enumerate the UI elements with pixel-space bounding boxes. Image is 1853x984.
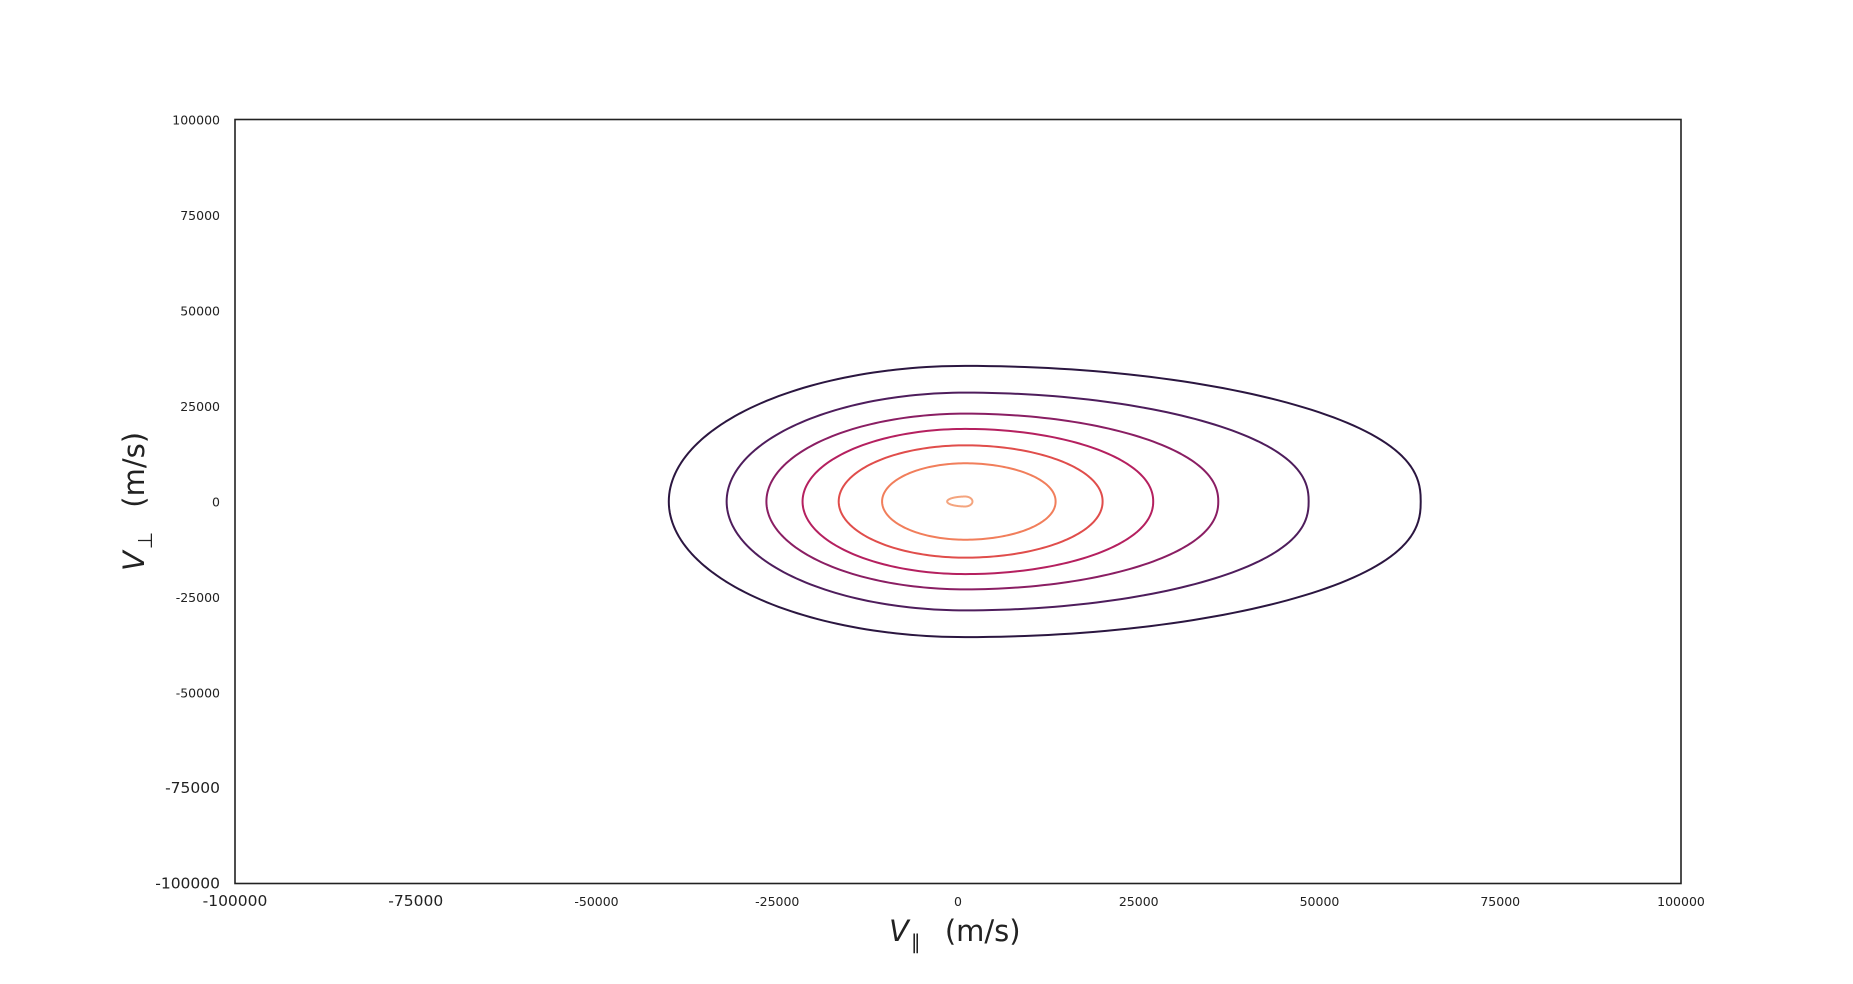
y-tick-label: 50000: [180, 304, 220, 319]
x-tick-label: -50000: [574, 894, 618, 909]
y-axis-label: V⊥(m/s): [117, 432, 157, 571]
plot-frame: [234, 118, 1682, 885]
x-tick-label: -25000: [755, 894, 799, 909]
y-tick-label: 100000: [172, 113, 220, 128]
x-tick-label: 100000: [1657, 894, 1705, 909]
x-tick-label: -100000: [203, 892, 268, 910]
y-tick-label: -75000: [165, 779, 220, 797]
x-tick-label: -75000: [388, 892, 443, 910]
y-tick-labels: 100000 75000 50000 25000 0 -25000 -50000 -75000…: [155, 113, 220, 893]
y-tick-label: 0: [212, 495, 220, 510]
y-tick-label: -50000: [176, 686, 220, 701]
x-tick-labels: -100000 -75000 -50000 -25000 0 25000 50000 7500…: [203, 892, 1705, 910]
contour-level-1: [667, 364, 1422, 639]
x-tick-label: 50000: [1300, 894, 1340, 909]
contour-level-7: [946, 495, 974, 508]
x-tick-label: 0: [954, 894, 962, 909]
x-tick-label: 25000: [1119, 894, 1159, 909]
y-tick-label: -100000: [155, 875, 220, 893]
contour-level-5: [837, 444, 1104, 559]
x-tick-label: 75000: [1480, 894, 1520, 909]
contour-level-6: [881, 462, 1057, 541]
y-tick-label: 25000: [180, 399, 220, 414]
y-tick-label: -25000: [176, 590, 220, 605]
y-tick-label: 75000: [180, 208, 220, 223]
contour-lines: [667, 364, 1422, 639]
contour-level-3: [765, 412, 1220, 591]
contour-level-4: [801, 427, 1155, 576]
x-axis-label: V ∥ (m/s): [889, 914, 1021, 954]
contour-level-2: [725, 391, 1310, 612]
